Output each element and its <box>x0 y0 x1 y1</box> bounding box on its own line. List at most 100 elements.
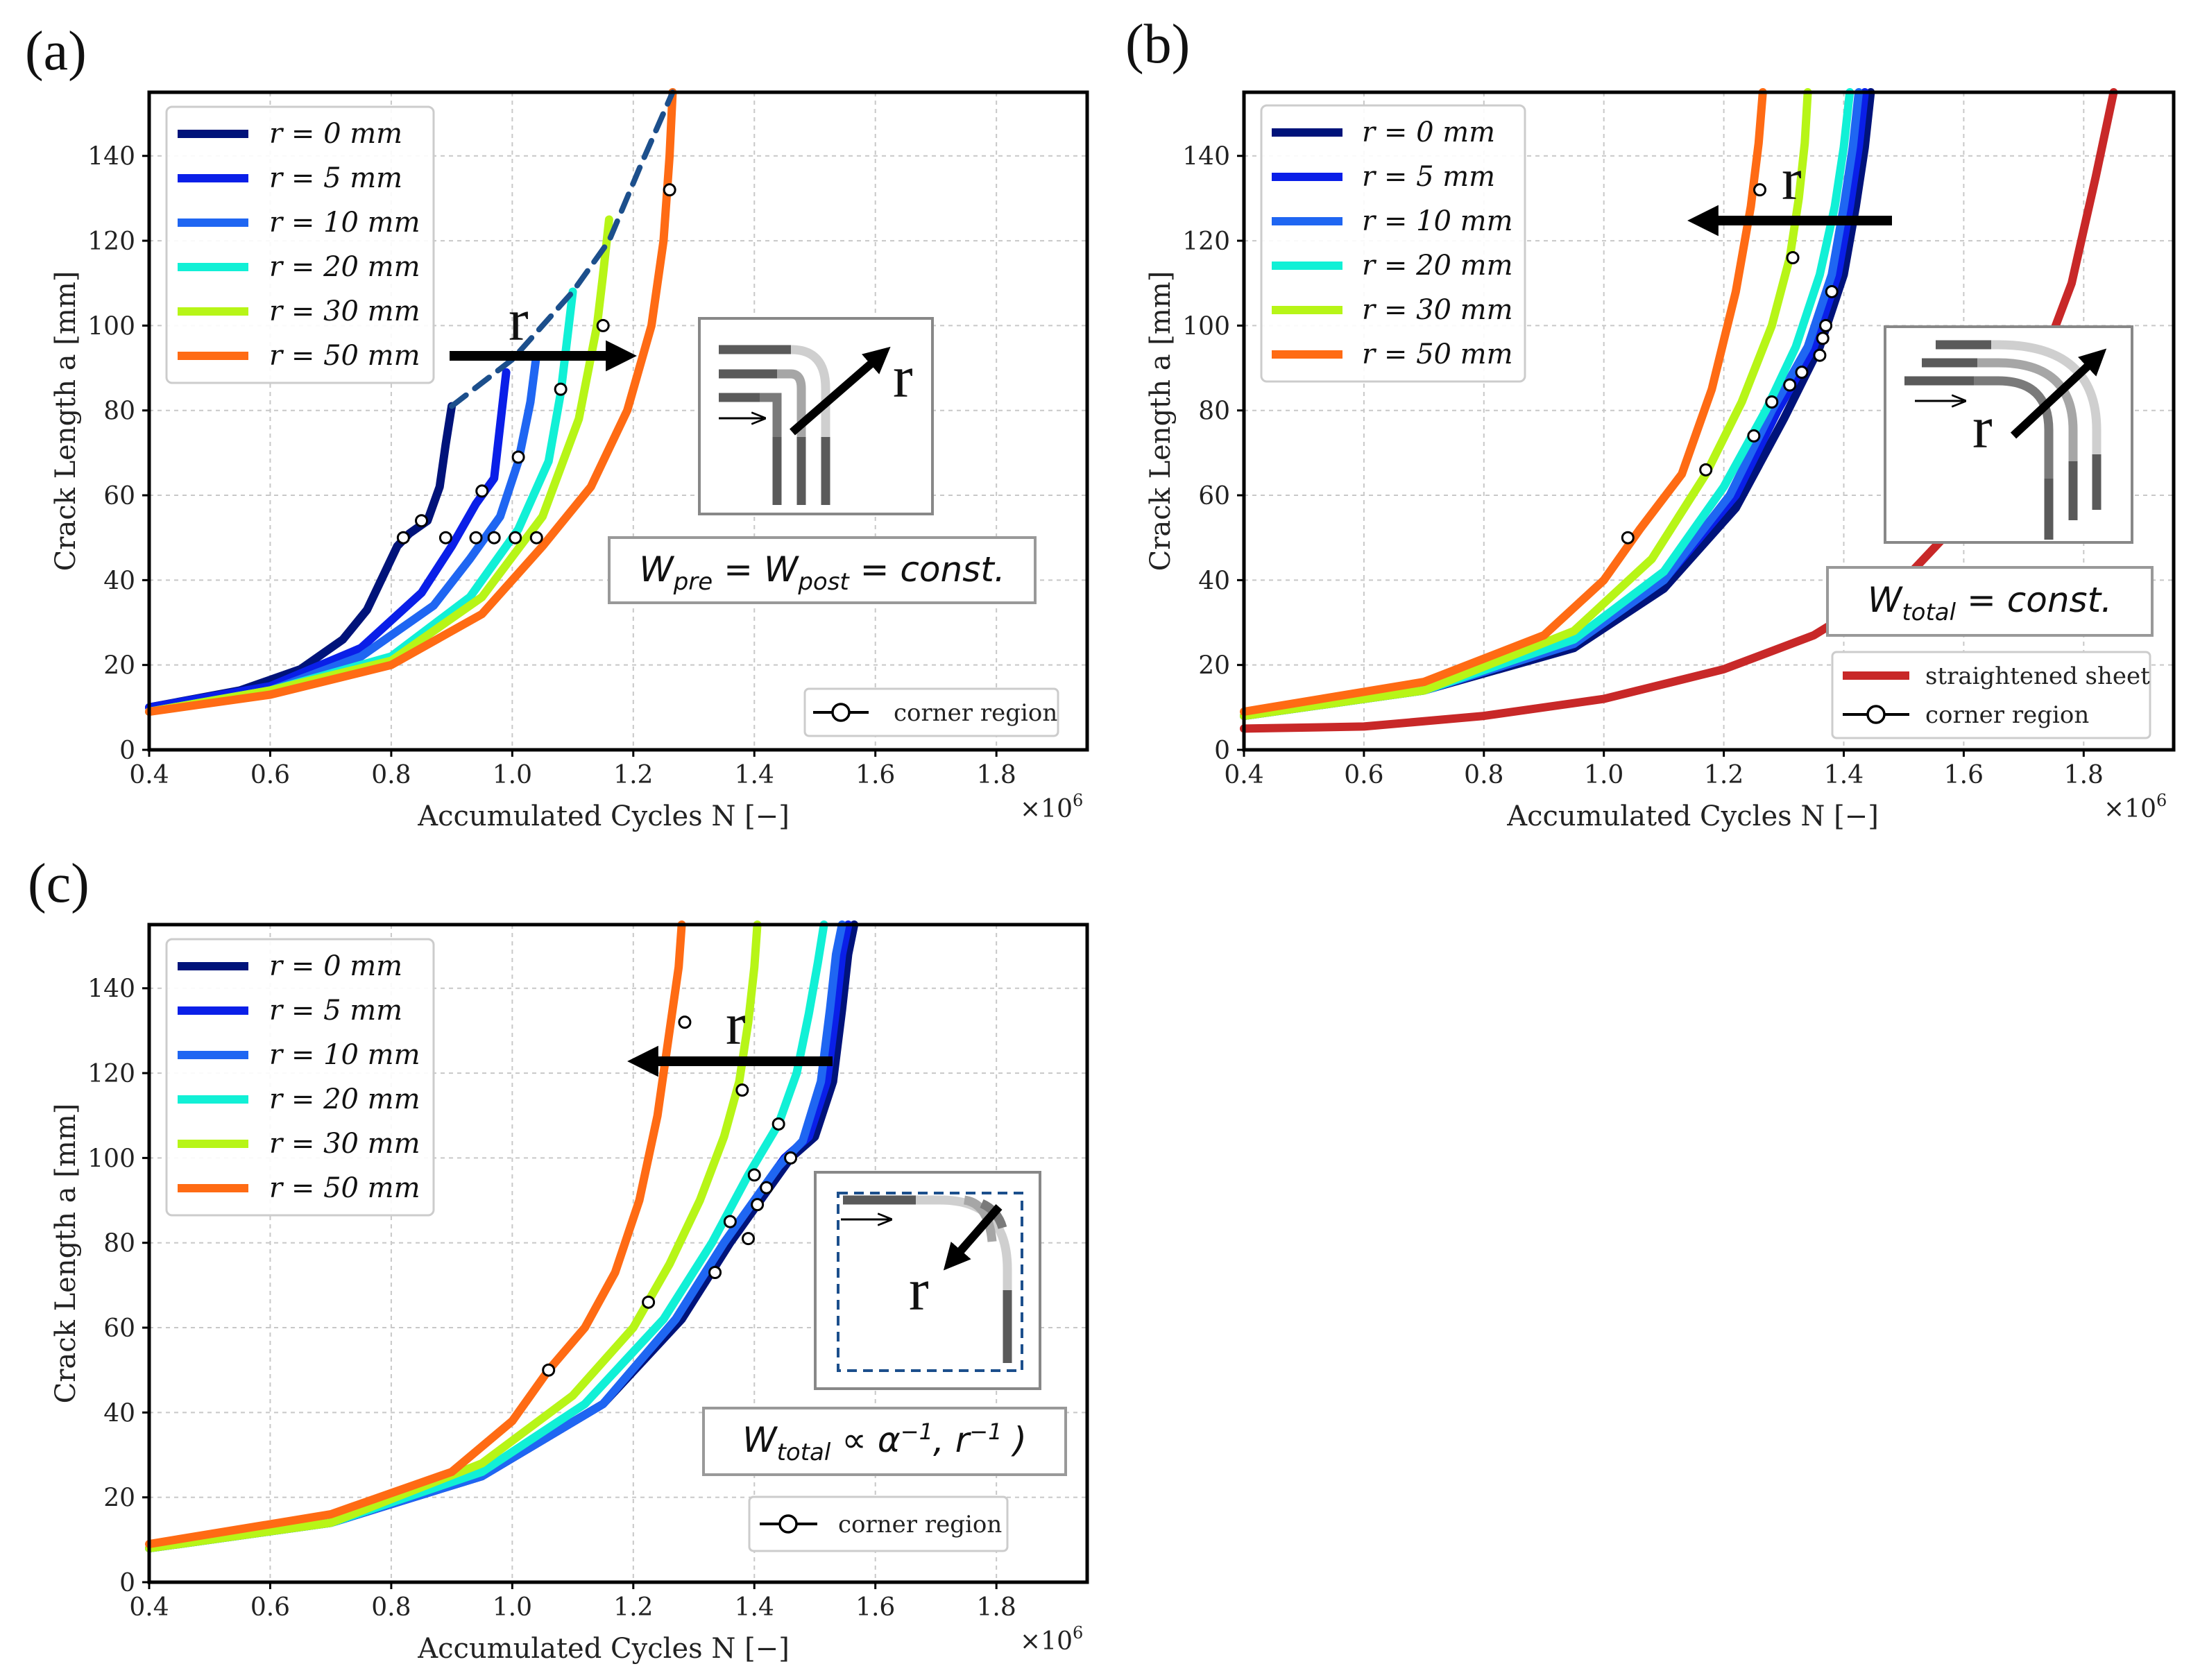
b-inset-strip-outer <box>1904 376 2054 540</box>
b-x-multiplier: ×106 <box>2104 791 2167 823</box>
a-corner-point-1 <box>415 514 429 528</box>
a-xtick-label-3: 1.0 <box>493 761 532 789</box>
b-ytick-label-2: 40 <box>1198 567 1230 595</box>
c-corner-point-3 <box>723 1215 737 1228</box>
c-series-5 <box>145 920 686 1548</box>
a-inset-strip-inner <box>719 345 830 505</box>
c-ytick-label-5: 100 <box>87 1145 135 1173</box>
c-inset-dashed-region <box>837 1192 1023 1372</box>
c-ytick-label-3: 60 <box>103 1314 135 1343</box>
c-corner-legend-marker <box>778 1514 798 1534</box>
c-ytick-label-4: 80 <box>103 1230 135 1258</box>
c-series-3 <box>145 920 828 1553</box>
a-plot-frame <box>147 90 1089 752</box>
a-inset-strip-outer <box>719 393 782 505</box>
c-legend-label-0: r = 0 mm <box>269 950 402 982</box>
c-corner-points <box>542 1015 798 1377</box>
a-corner-point-0 <box>396 531 410 545</box>
b-ytick-label-5: 100 <box>1182 312 1230 341</box>
c-corner-point-10 <box>735 1083 749 1097</box>
c-series-4 <box>145 920 762 1553</box>
a-ytick-label-4: 80 <box>103 397 135 426</box>
b-inset-r-arrow <box>2010 348 2107 439</box>
a-legend-label-5: r = 50 mm <box>269 340 420 372</box>
b-ytick-label-0: 0 <box>1214 737 1230 765</box>
b-corner-point-0 <box>1621 531 1635 545</box>
a-legend-label-3: r = 20 mm <box>269 251 420 283</box>
b-straightened-label: straightened sheet <box>1925 662 2150 690</box>
a-ytick-label-1: 20 <box>103 652 135 680</box>
c-xtick-label-0: 0.4 <box>129 1593 169 1622</box>
a-xtick-label-1: 0.6 <box>250 761 290 789</box>
b-inset-strip-mid <box>1922 358 2078 520</box>
b-lines <box>1240 88 2118 733</box>
c-xtick-label-5: 1.4 <box>735 1593 774 1622</box>
b-series-3 <box>1240 88 1855 721</box>
b-ytick-label-3: 60 <box>1198 482 1230 511</box>
b-xtick-label-7: 1.8 <box>2064 761 2104 789</box>
a-corner-point-7 <box>475 484 489 498</box>
b-corner-point-3 <box>1765 395 1779 409</box>
b-corner-legend-label: corner region <box>1925 701 2089 729</box>
a-corner-legend-marker <box>831 703 851 722</box>
a-mult-base: ×10 <box>1020 795 1073 823</box>
c-ytick-label-2: 40 <box>103 1399 135 1428</box>
c-xtick-label-2: 0.8 <box>371 1593 411 1622</box>
a-corner-point-9 <box>554 382 568 396</box>
a-inset-r-arrow <box>790 346 891 436</box>
b-extra-legend-box <box>1831 651 2151 739</box>
a-xtick-label-0: 0.4 <box>129 761 169 789</box>
a-series-1 <box>145 368 511 712</box>
c-mult-base: ×10 <box>1020 1627 1073 1656</box>
b-xtick-label-6: 1.6 <box>1944 761 1984 789</box>
b-mult-exp: 6 <box>2156 791 2167 810</box>
b-xtick-label-5: 1.4 <box>1824 761 1864 789</box>
a-series-0 <box>145 402 457 712</box>
a-corner-point-8 <box>511 450 525 464</box>
b-xtick-label-4: 1.2 <box>1704 761 1744 789</box>
b-corner-point-6 <box>1813 348 1827 362</box>
a-corner-point-3 <box>469 531 483 545</box>
a-corner-point-6 <box>529 531 543 545</box>
c-xtick-label-4: 1.2 <box>613 1593 653 1622</box>
b-equation: Wtotal = const. <box>1868 580 2112 626</box>
a-mult-exp: 6 <box>1073 791 1083 810</box>
b-corner-point-4 <box>1783 378 1797 392</box>
a-legend-label-4: r = 30 mm <box>269 295 420 327</box>
c-corner-legend-box <box>748 1495 1009 1552</box>
a-corner-point-10 <box>596 318 610 332</box>
a-inset-strip-mid <box>719 369 806 505</box>
c-inset-strip-mid <box>963 1195 997 1242</box>
c-ytick-label-7: 140 <box>87 975 135 1004</box>
b-ytick-label-1: 20 <box>1198 652 1230 680</box>
b-corner-point-5 <box>1795 366 1809 379</box>
a-ytick-label-7: 140 <box>87 143 135 171</box>
c-legend-label-3: r = 20 mm <box>269 1083 420 1115</box>
a-inset-diagram: r <box>698 317 934 515</box>
c-corner-point-9 <box>784 1151 798 1165</box>
panel-b: (b) 0.4 0.6 0.8 1.0 1.2 1.4 1.6 1.8 0 20 40 60 80 100… <box>1125 14 2176 832</box>
a-corner-legend-box <box>803 687 1059 737</box>
c-xtick-label-3: 1.0 <box>493 1593 532 1622</box>
b-xtick-label-0: 0.4 <box>1224 761 1263 789</box>
b-corner-point-2 <box>1747 429 1761 443</box>
c-ytick-label-6: 120 <box>87 1060 135 1088</box>
panel-b-letter: (b) <box>1125 14 1190 75</box>
b-plot-frame <box>1242 90 2176 752</box>
b-legend-entries: r = 0 mm r = 5 mm r = 10 mm r = 20 mm r … <box>1272 117 1513 370</box>
a-xtick-label-2: 0.8 <box>371 761 411 789</box>
b-ticks: 0.4 0.6 0.8 1.0 1.2 1.4 1.6 1.8 0 20 40 60 80 100 120 1… <box>1182 143 2104 789</box>
a-corner-point-11 <box>663 183 676 197</box>
a-corner-points <box>396 183 676 545</box>
a-xtick-label-7: 1.8 <box>977 761 1016 789</box>
c-xtick-label-1: 0.6 <box>250 1593 290 1622</box>
c-mult-exp: 6 <box>1073 1623 1083 1643</box>
b-ylabel: Crack Length a [mm] <box>1145 271 1177 572</box>
b-inset-strip-inner <box>1936 340 2102 510</box>
c-inset-r-label: r <box>909 1256 929 1323</box>
c-corner-point-7 <box>760 1181 774 1194</box>
b-legend-label-0: r = 0 mm <box>1362 117 1495 148</box>
c-equation-box <box>702 1407 1067 1476</box>
c-corner-point-11 <box>678 1015 692 1029</box>
